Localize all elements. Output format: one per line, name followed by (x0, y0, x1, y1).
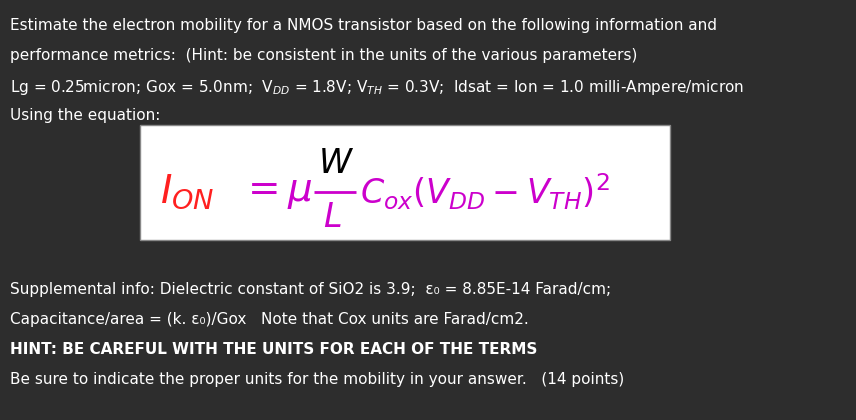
Text: Estimate the electron mobility for a NMOS transistor based on the following info: Estimate the electron mobility for a NMO… (10, 18, 717, 33)
Text: Lg = 0.25micron; Gox = 5.0nm;  V$_{DD}$ = 1.8V; V$_{TH}$ = 0.3V;  Idsat = Ion = : Lg = 0.25micron; Gox = 5.0nm; V$_{DD}$ =… (10, 78, 745, 97)
Text: $\mathit{L}$: $\mathit{L}$ (323, 201, 342, 234)
Text: HINT: BE CAREFUL WITH THE UNITS FOR EACH OF THE TERMS: HINT: BE CAREFUL WITH THE UNITS FOR EACH… (10, 342, 538, 357)
Text: Using the equation:: Using the equation: (10, 108, 160, 123)
Text: performance metrics:  (Hint: be consistent in the units of the various parameter: performance metrics: (Hint: be consisten… (10, 48, 638, 63)
Text: $\mathit{C}_{\mathit{ox}}(V_{DD} - V_{TH})^2$: $\mathit{C}_{\mathit{ox}}(V_{DD} - V_{TH… (360, 171, 609, 212)
Text: $\mathit{I}_{\mathit{ON}}$: $\mathit{I}_{\mathit{ON}}$ (160, 172, 215, 211)
Text: $= \mu$: $= \mu$ (240, 173, 312, 211)
Text: $W$: $W$ (318, 147, 354, 180)
Text: Supplemental info: Dielectric constant of SiO2 is 3.9;  ε₀ = 8.85E-14 Farad/cm;: Supplemental info: Dielectric constant o… (10, 282, 611, 297)
Bar (140, 125, 670, 240)
Text: Be sure to indicate the proper units for the mobility in your answer.   (14 poin: Be sure to indicate the proper units for… (10, 372, 624, 387)
Text: Capacitance/area = (k. ε₀)/Gox   Note that Cox units are Farad/cm2.: Capacitance/area = (k. ε₀)/Gox Note that… (10, 312, 529, 327)
